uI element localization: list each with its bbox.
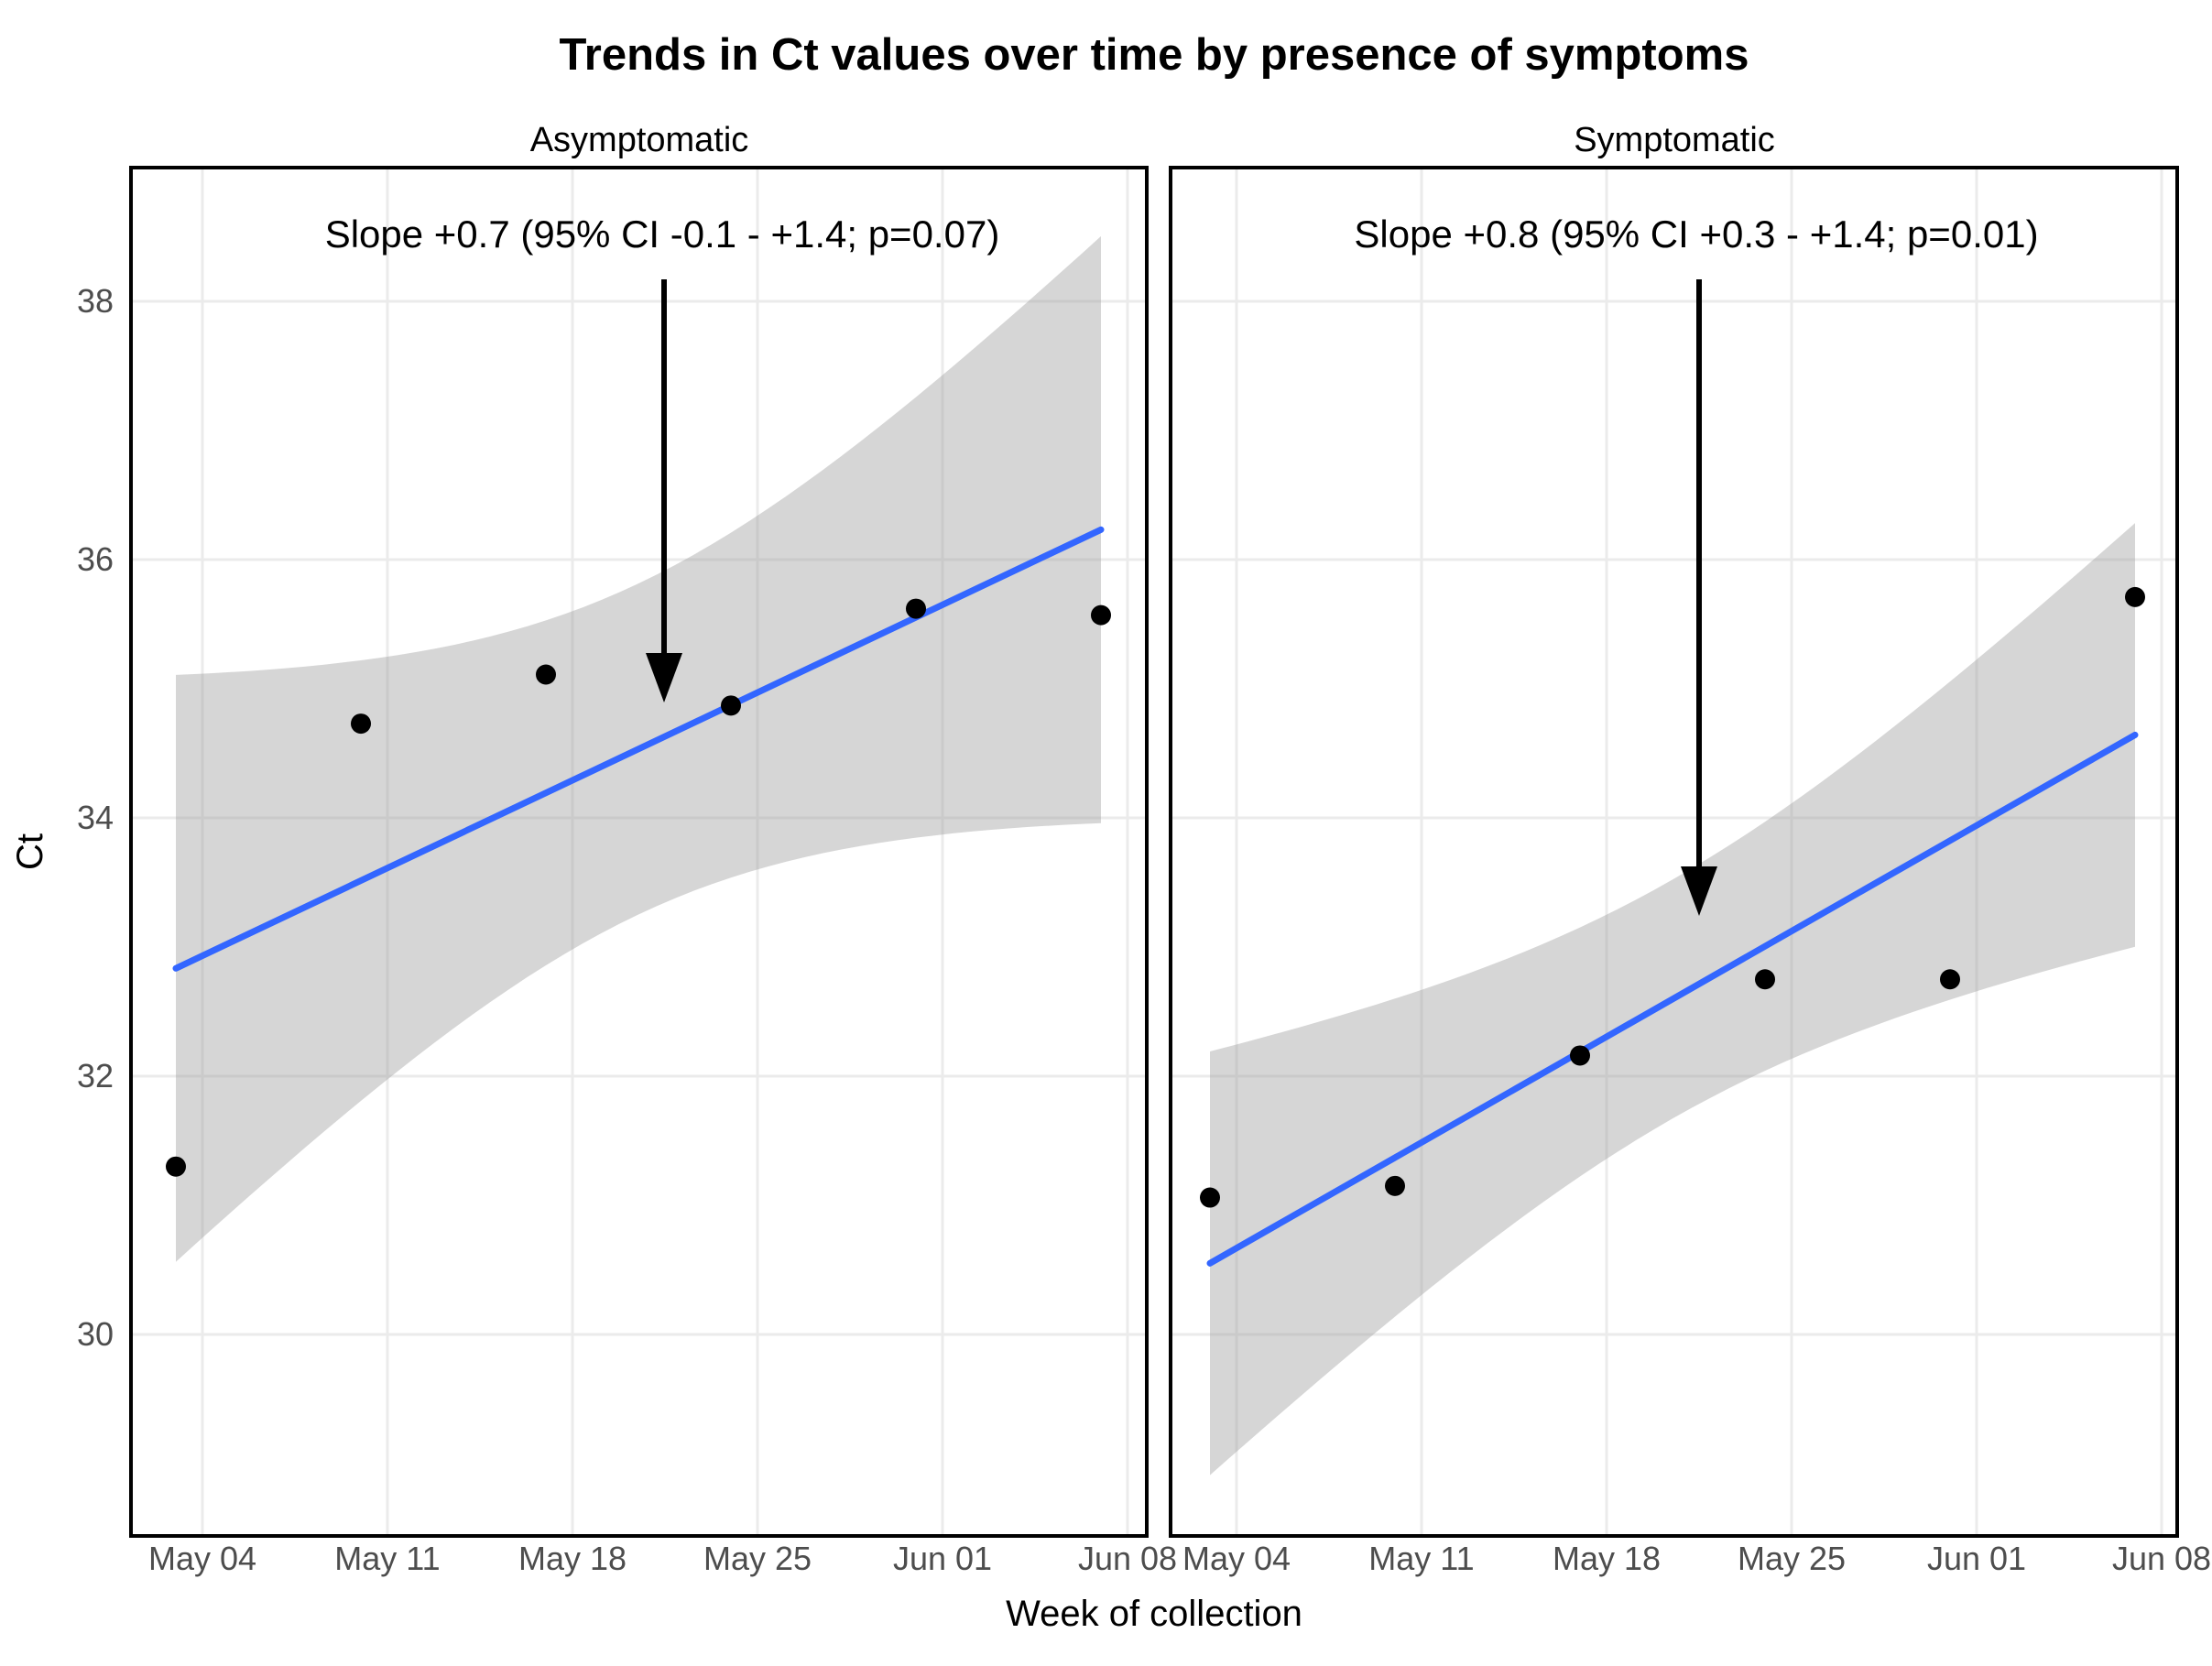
x-tick-label: Jun 01 (893, 1540, 992, 1577)
confidence-band-layer (176, 235, 2135, 1475)
y-tick-label: 32 (77, 1057, 114, 1094)
panel-border (129, 166, 1149, 1538)
gridlines-layer (131, 168, 2177, 1536)
data-point (721, 695, 741, 716)
facet-label-symptomatic: Symptomatic (1574, 121, 1775, 159)
data-point (1385, 1175, 1405, 1196)
x-tick-label: May 25 (703, 1540, 812, 1577)
tick-labels-layer: May 04 May 11 May 18 May 25 Jun 01 Jun 08 May … (77, 282, 2211, 1577)
annotation-arrows-layer (646, 279, 1717, 916)
x-tick-label: May 18 (518, 1540, 627, 1577)
y-axis-title: Ct (10, 833, 50, 870)
regression-line-layer (172, 526, 2139, 1267)
data-point (1940, 969, 1960, 990)
x-tick-label: Jun 01 (1927, 1540, 2026, 1577)
y-tick-label: 30 (77, 1315, 114, 1353)
data-point (166, 1156, 186, 1177)
panel-border (1169, 166, 2179, 1538)
annotation-arrow-head (1681, 866, 1717, 916)
x-tick-label: May 18 (1553, 1540, 1661, 1577)
x-axis-title: Week of collection (1006, 1594, 1302, 1634)
y-tick-label: 38 (77, 282, 114, 320)
x-tick-label: May 11 (334, 1540, 440, 1577)
regression-line (172, 526, 1105, 972)
chart-title: Trends in Ct values over time by presenc… (560, 30, 1749, 80)
x-tick-label: May 11 (1368, 1540, 1474, 1577)
x-tick-label: May 04 (1182, 1540, 1291, 1577)
y-tick-label: 36 (77, 540, 114, 578)
data-point (1091, 604, 1111, 626)
y-tick-label: 34 (77, 799, 114, 836)
x-tick-label: Jun 08 (2112, 1540, 2211, 1577)
x-tick-label: Jun 08 (1078, 1540, 1177, 1577)
x-tick-label: May 04 (148, 1540, 256, 1577)
regression-line (1206, 731, 2139, 1267)
data-point (2125, 586, 2145, 607)
annotation-symptomatic: Slope +0.8 (95% CI +0.3 - +1.4; p=0.01) (1354, 212, 2038, 256)
data-point (906, 598, 926, 619)
annotation-arrow-head (646, 653, 682, 702)
x-tick-label: May 25 (1738, 1540, 1846, 1577)
data-point (351, 713, 371, 735)
facet-label-asymptomatic: Asymptomatic (530, 121, 749, 159)
data-point (1755, 969, 1775, 990)
data-point (536, 664, 556, 685)
panel-borders-layer (129, 166, 2179, 1538)
data-points-layer (166, 586, 2145, 1208)
data-point (1200, 1187, 1220, 1208)
annotation-asymptomatic: Slope +0.7 (95% CI -0.1 - +1.4; p=0.07) (325, 212, 1000, 256)
data-point (1570, 1045, 1590, 1066)
